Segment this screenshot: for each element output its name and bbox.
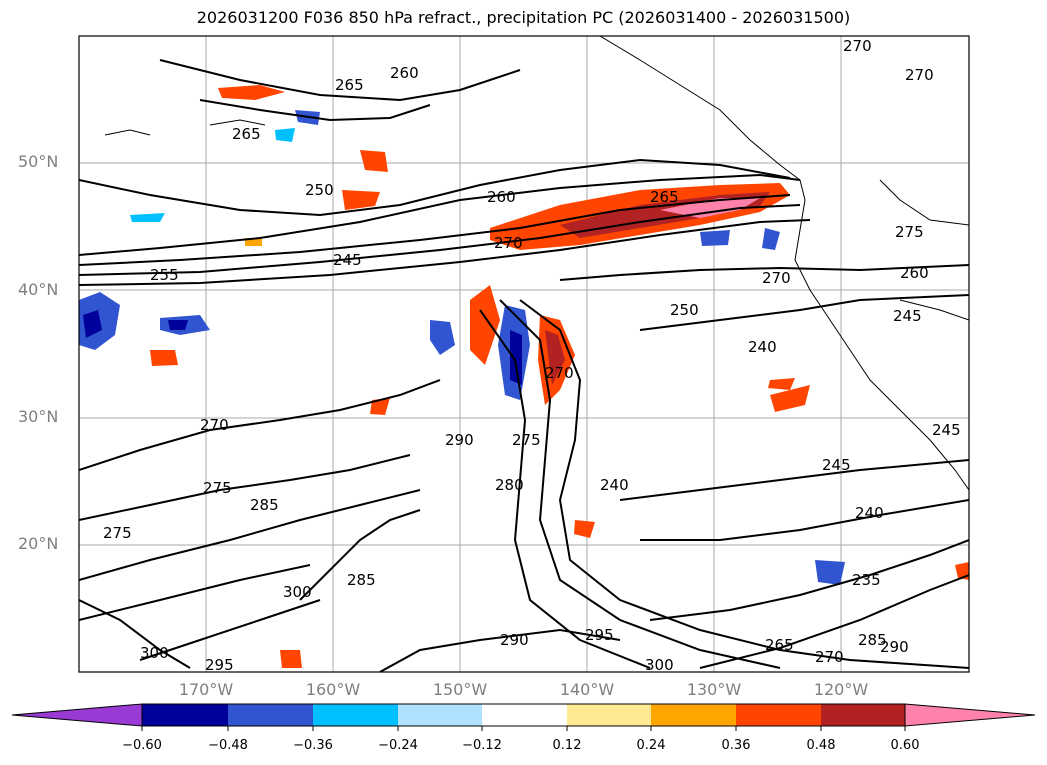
contour-label: 270 <box>905 66 934 84</box>
graticule <box>79 36 969 672</box>
contour-label: 265 <box>335 76 364 94</box>
colorbar-tick-label: 0.48 <box>806 738 836 753</box>
lat-label: 30°N <box>18 407 59 426</box>
colorbar <box>11 703 1036 731</box>
contour-label: 275 <box>203 479 232 497</box>
contour-labels: 270 270 265 260 265 250 260 265 270 245 … <box>103 37 961 674</box>
contour-label: 270 <box>815 648 844 666</box>
colorbar-bin <box>821 704 905 726</box>
contour-label: 285 <box>250 496 279 514</box>
contour-label: 270 <box>200 416 229 434</box>
colorbar-tick-label: 0.24 <box>636 738 666 753</box>
contour-label: 245 <box>893 307 922 325</box>
colorbar-extend-low <box>11 703 143 727</box>
lon-label: 140°W <box>559 680 615 699</box>
contour-label: 290 <box>500 631 529 649</box>
contour-label: 295 <box>205 656 234 674</box>
contour-label: 240 <box>600 476 629 494</box>
contour-label: 300 <box>140 644 169 662</box>
lon-label: 120°W <box>813 680 869 699</box>
colorbar-tick-label: 0.36 <box>721 738 751 753</box>
refractivity-contours <box>79 59 969 672</box>
contour-label: 285 <box>858 631 887 649</box>
colorbar-tick-label: 0.60 <box>890 738 920 753</box>
contour-label: 290 <box>880 638 909 656</box>
contour-label: 270 <box>494 234 523 252</box>
lat-label: 20°N <box>18 534 59 553</box>
contour-label: 250 <box>305 181 334 199</box>
contour-label: 260 <box>900 264 929 282</box>
colorbar-bin <box>398 704 482 726</box>
colorbar-tick-label: −0.12 <box>462 738 502 753</box>
contour-label: 235 <box>852 571 881 589</box>
colorbar-bin <box>482 704 567 726</box>
contour-label: 265 <box>232 125 261 143</box>
contour-label: 245 <box>822 456 851 474</box>
contour-label: 245 <box>932 421 961 439</box>
contour-label: 280 <box>495 476 524 494</box>
contour-label: 300 <box>645 656 674 674</box>
contour-label: 260 <box>487 188 516 206</box>
contour-label: 265 <box>765 636 794 654</box>
lon-label: 130°W <box>686 680 742 699</box>
contour-label: 275 <box>895 223 924 241</box>
contour-label: 270 <box>762 269 791 287</box>
lon-label: 150°W <box>432 680 488 699</box>
colorbar-tick-label: −0.24 <box>378 738 418 753</box>
contour-label: 255 <box>150 266 179 284</box>
contour-label: 270 <box>545 364 574 382</box>
lon-label: 170°W <box>178 680 234 699</box>
colorbar-bin <box>651 704 736 726</box>
colorbar-bin <box>567 704 651 726</box>
lat-label: 40°N <box>18 280 59 299</box>
map-frame <box>78 35 970 673</box>
colorbar-bin <box>736 704 821 726</box>
contour-label: 290 <box>445 431 474 449</box>
contour-label: 240 <box>748 338 777 356</box>
colorbar-tick-label: −0.48 <box>208 738 248 753</box>
colorbar-extend-high <box>904 703 1036 727</box>
colorbar-tick-label: −0.60 <box>122 738 162 753</box>
contour-label: 270 <box>843 37 872 55</box>
map-content: 270 270 265 260 265 250 260 265 270 245 … <box>79 36 969 674</box>
contour-label: 245 <box>333 251 362 269</box>
contour-label: 275 <box>103 524 132 542</box>
plot-title: 2026031200 F036 850 hPa refract., precip… <box>196 8 851 27</box>
contour-label: 300 <box>283 583 312 601</box>
contour-label: 240 <box>855 504 884 522</box>
lon-label: 160°W <box>305 680 361 699</box>
contour-label: 275 <box>512 431 541 449</box>
contour-label: 265 <box>650 188 679 206</box>
colorbar-bin <box>228 704 313 726</box>
lat-label: 50°N <box>18 152 59 171</box>
colorbar-bin <box>313 704 398 726</box>
contour-label: 285 <box>347 571 376 589</box>
contour-label: 295 <box>585 626 614 644</box>
colorbar-tick-label: −0.36 <box>293 738 333 753</box>
colorbar-frame <box>141 703 906 727</box>
contour-label: 260 <box>390 64 419 82</box>
contour-label: 250 <box>670 301 699 319</box>
coastlines <box>104 36 969 491</box>
colorbar-bin <box>142 704 228 726</box>
colorbar-tick-label: 0.12 <box>552 738 582 753</box>
